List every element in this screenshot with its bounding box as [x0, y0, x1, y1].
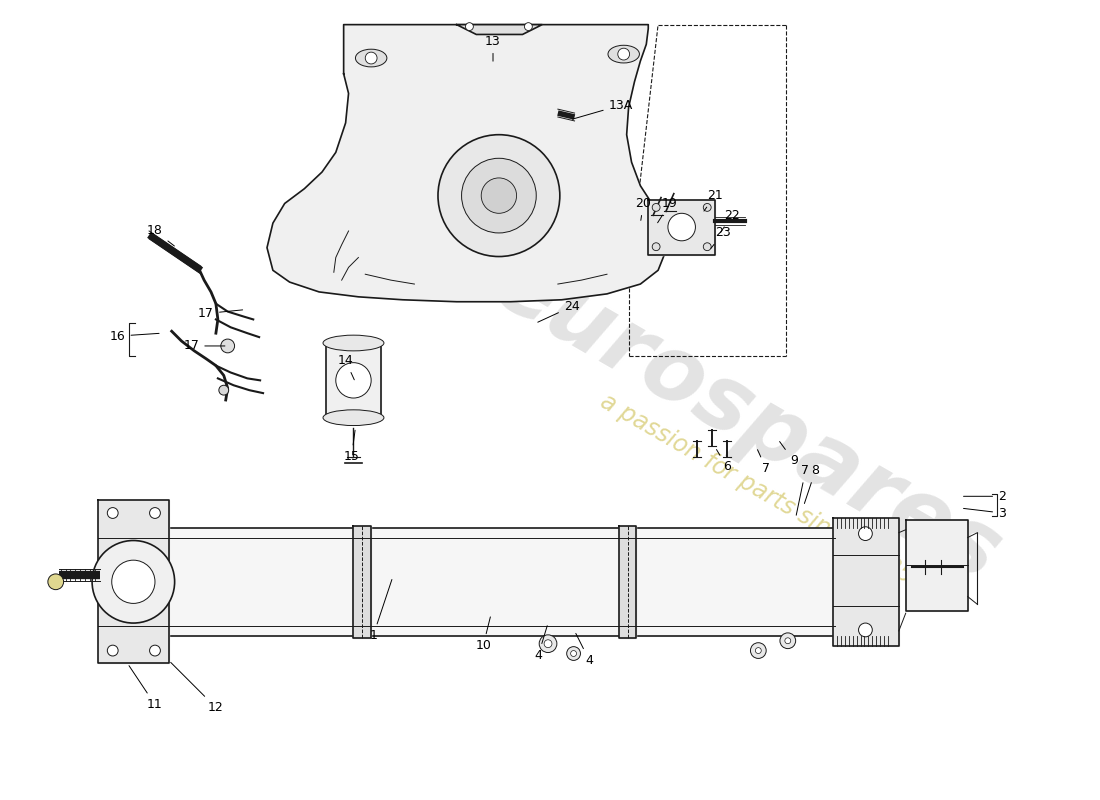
Circle shape: [571, 650, 576, 657]
Polygon shape: [353, 526, 371, 638]
Text: 22: 22: [720, 209, 739, 233]
Text: 21: 21: [704, 189, 723, 211]
Text: 10: 10: [475, 617, 491, 652]
Text: 15: 15: [343, 430, 360, 463]
Text: 17: 17: [184, 339, 224, 353]
Circle shape: [780, 633, 795, 649]
Circle shape: [92, 541, 175, 623]
Ellipse shape: [608, 46, 639, 63]
Text: 13: 13: [485, 35, 501, 61]
Ellipse shape: [355, 49, 387, 67]
Circle shape: [544, 640, 552, 648]
Text: 16: 16: [110, 330, 160, 342]
Text: 4: 4: [535, 626, 547, 662]
Text: 9: 9: [780, 442, 798, 467]
Text: 11: 11: [129, 666, 163, 711]
Circle shape: [365, 52, 377, 64]
Circle shape: [481, 178, 517, 214]
Text: 19: 19: [658, 197, 678, 222]
Text: 13A: 13A: [572, 98, 632, 119]
Circle shape: [750, 642, 767, 658]
Circle shape: [525, 22, 532, 30]
Circle shape: [219, 386, 229, 395]
Circle shape: [108, 507, 118, 518]
Polygon shape: [98, 500, 168, 663]
Text: 23: 23: [711, 226, 730, 249]
Circle shape: [566, 646, 581, 660]
Text: 14: 14: [338, 354, 354, 380]
Polygon shape: [833, 518, 899, 646]
Text: 1: 1: [370, 579, 392, 642]
Text: a passion for parts since 1985: a passion for parts since 1985: [596, 389, 917, 588]
Text: 4: 4: [575, 634, 593, 667]
Text: eurospares: eurospares: [477, 239, 1015, 601]
Circle shape: [652, 203, 660, 211]
Polygon shape: [619, 526, 637, 638]
Text: 18: 18: [147, 225, 175, 246]
Polygon shape: [648, 199, 715, 254]
Circle shape: [150, 507, 161, 518]
Polygon shape: [326, 343, 381, 418]
Circle shape: [703, 242, 712, 250]
Ellipse shape: [323, 335, 384, 351]
Text: 24: 24: [538, 300, 580, 322]
Circle shape: [221, 339, 234, 353]
Polygon shape: [162, 528, 835, 636]
Text: 12: 12: [170, 662, 223, 714]
Polygon shape: [456, 25, 542, 34]
Ellipse shape: [323, 410, 384, 426]
Circle shape: [465, 22, 473, 30]
Circle shape: [652, 242, 660, 250]
Text: 7: 7: [758, 450, 770, 475]
Circle shape: [336, 362, 371, 398]
Text: 2: 2: [964, 490, 1007, 502]
Circle shape: [539, 635, 557, 653]
Text: 7: 7: [796, 464, 810, 515]
Circle shape: [462, 158, 536, 233]
Text: 6: 6: [716, 450, 730, 474]
Circle shape: [668, 214, 695, 241]
Circle shape: [756, 648, 761, 654]
Circle shape: [618, 48, 629, 60]
Polygon shape: [267, 25, 666, 302]
Text: 8: 8: [804, 464, 820, 503]
Circle shape: [703, 203, 712, 211]
Text: 20: 20: [636, 197, 651, 220]
Circle shape: [48, 574, 64, 590]
Circle shape: [112, 560, 155, 603]
Circle shape: [858, 526, 872, 541]
Circle shape: [858, 623, 872, 637]
Text: 17: 17: [198, 307, 243, 320]
Circle shape: [785, 638, 791, 644]
Circle shape: [108, 645, 118, 656]
Text: 3: 3: [964, 506, 1007, 519]
Circle shape: [438, 134, 560, 257]
Circle shape: [150, 645, 161, 656]
Polygon shape: [905, 520, 968, 611]
